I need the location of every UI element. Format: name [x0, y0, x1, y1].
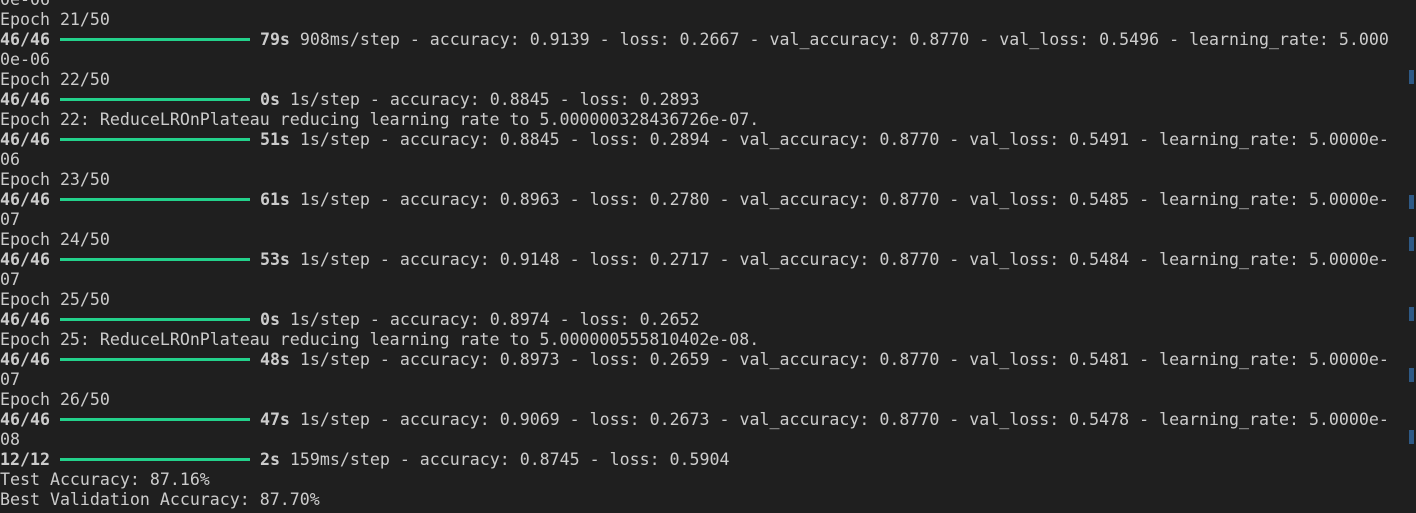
- progress-bar: [59, 198, 250, 201]
- scrollbar[interactable]: [1402, 0, 1416, 513]
- step-count: 46/46: [0, 90, 50, 109]
- metrics-text: 1s/step - accuracy: 0.8845 - loss: 0.289…: [279, 90, 700, 109]
- progress-bar: [59, 38, 250, 41]
- scroll-marker: [1409, 430, 1414, 444]
- progress-bar: [59, 258, 250, 261]
- log-line: Epoch 25/50: [0, 290, 110, 309]
- metrics-text: 908ms/step - accuracy: 0.9139 - loss: 0.…: [289, 30, 1389, 49]
- elapsed-time: 53s: [259, 250, 290, 269]
- log-line: 07: [0, 370, 20, 389]
- log-line: Epoch 24/50: [0, 230, 110, 249]
- log-line: Best Validation Accuracy: 87.70%: [0, 490, 320, 509]
- step-count: 46/46: [0, 350, 50, 369]
- scroll-marker: [1409, 368, 1414, 382]
- log-line: 07: [0, 210, 20, 229]
- log-line: 0e-06: [0, 0, 1404, 10]
- log-line: Epoch 23/50: [0, 170, 110, 189]
- progress-bar: [59, 418, 250, 421]
- step-count: 46/46: [0, 30, 50, 49]
- scroll-marker: [1409, 195, 1414, 209]
- metrics-text: 1s/step - accuracy: 0.8974 - loss: 0.265…: [279, 310, 700, 329]
- progress-line: 46/46 53s 1s/step - accuracy: 0.9148 - lo…: [0, 250, 1404, 270]
- metrics-text: 1s/step - accuracy: 0.9069 - loss: 0.267…: [289, 410, 1389, 429]
- step-count: 46/46: [0, 130, 50, 149]
- progress-line: 46/46 47s 1s/step - accuracy: 0.9069 - lo…: [0, 410, 1404, 430]
- log-line: Test Accuracy: 87.16%: [0, 470, 210, 489]
- progress-line: 46/46 51s 1s/step - accuracy: 0.8845 - lo…: [0, 130, 1404, 150]
- step-count: 12/12: [0, 450, 50, 469]
- elapsed-time: 0s: [259, 310, 280, 329]
- log-line: 07: [0, 270, 20, 289]
- scroll-marker: [1409, 307, 1414, 321]
- step-count: 46/46: [0, 410, 50, 429]
- progress-bar: [59, 318, 250, 321]
- log-line: 0e-06: [0, 50, 50, 69]
- metrics-text: 1s/step - accuracy: 0.9148 - loss: 0.271…: [289, 250, 1389, 269]
- log-line: Epoch 25: ReduceLROnPlateau reducing lea…: [0, 330, 760, 349]
- progress-bar: [59, 138, 250, 141]
- elapsed-time: 2s: [259, 450, 280, 469]
- progress-line: 12/12 2s 159ms/step - accuracy: 0.8745 - …: [0, 450, 1404, 470]
- elapsed-time: 61s: [259, 190, 290, 209]
- log-line: Epoch 21/50: [0, 10, 110, 29]
- progress-line: 46/46 61s 1s/step - accuracy: 0.8963 - lo…: [0, 190, 1404, 210]
- log-line: 08: [0, 430, 20, 449]
- log-line: Epoch 22: ReduceLROnPlateau reducing lea…: [0, 110, 760, 129]
- progress-bar: [59, 98, 250, 101]
- step-count: 46/46: [0, 250, 50, 269]
- elapsed-time: 51s: [259, 130, 290, 149]
- progress-bar: [59, 358, 250, 361]
- progress-line: 46/46 48s 1s/step - accuracy: 0.8973 - lo…: [0, 350, 1404, 370]
- metrics-text: 1s/step - accuracy: 0.8963 - loss: 0.278…: [289, 190, 1389, 209]
- scroll-marker: [1409, 70, 1414, 84]
- elapsed-time: 47s: [259, 410, 290, 429]
- elapsed-time: 48s: [259, 350, 290, 369]
- metrics-text: 1s/step - accuracy: 0.8973 - loss: 0.265…: [289, 350, 1389, 369]
- step-count: 46/46: [0, 190, 50, 209]
- elapsed-time: 79s: [259, 30, 290, 49]
- elapsed-time: 0s: [259, 90, 280, 109]
- metrics-text: 1s/step - accuracy: 0.8845 - loss: 0.289…: [289, 130, 1389, 149]
- log-line: Epoch 26/50: [0, 390, 110, 409]
- step-count: 46/46: [0, 310, 50, 329]
- log-line: Epoch 22/50: [0, 70, 110, 89]
- progress-line: 46/46 0s 1s/step - accuracy: 0.8974 - los…: [0, 310, 1404, 330]
- log-line: 06: [0, 150, 20, 169]
- progress-line: 46/46 0s 1s/step - accuracy: 0.8845 - los…: [0, 90, 1404, 110]
- scroll-marker: [1409, 237, 1414, 251]
- progress-line: 46/46 79s 908ms/step - accuracy: 0.9139 -…: [0, 30, 1404, 50]
- metrics-text: 159ms/step - accuracy: 0.8745 - loss: 0.…: [279, 450, 730, 469]
- progress-bar: [59, 458, 250, 461]
